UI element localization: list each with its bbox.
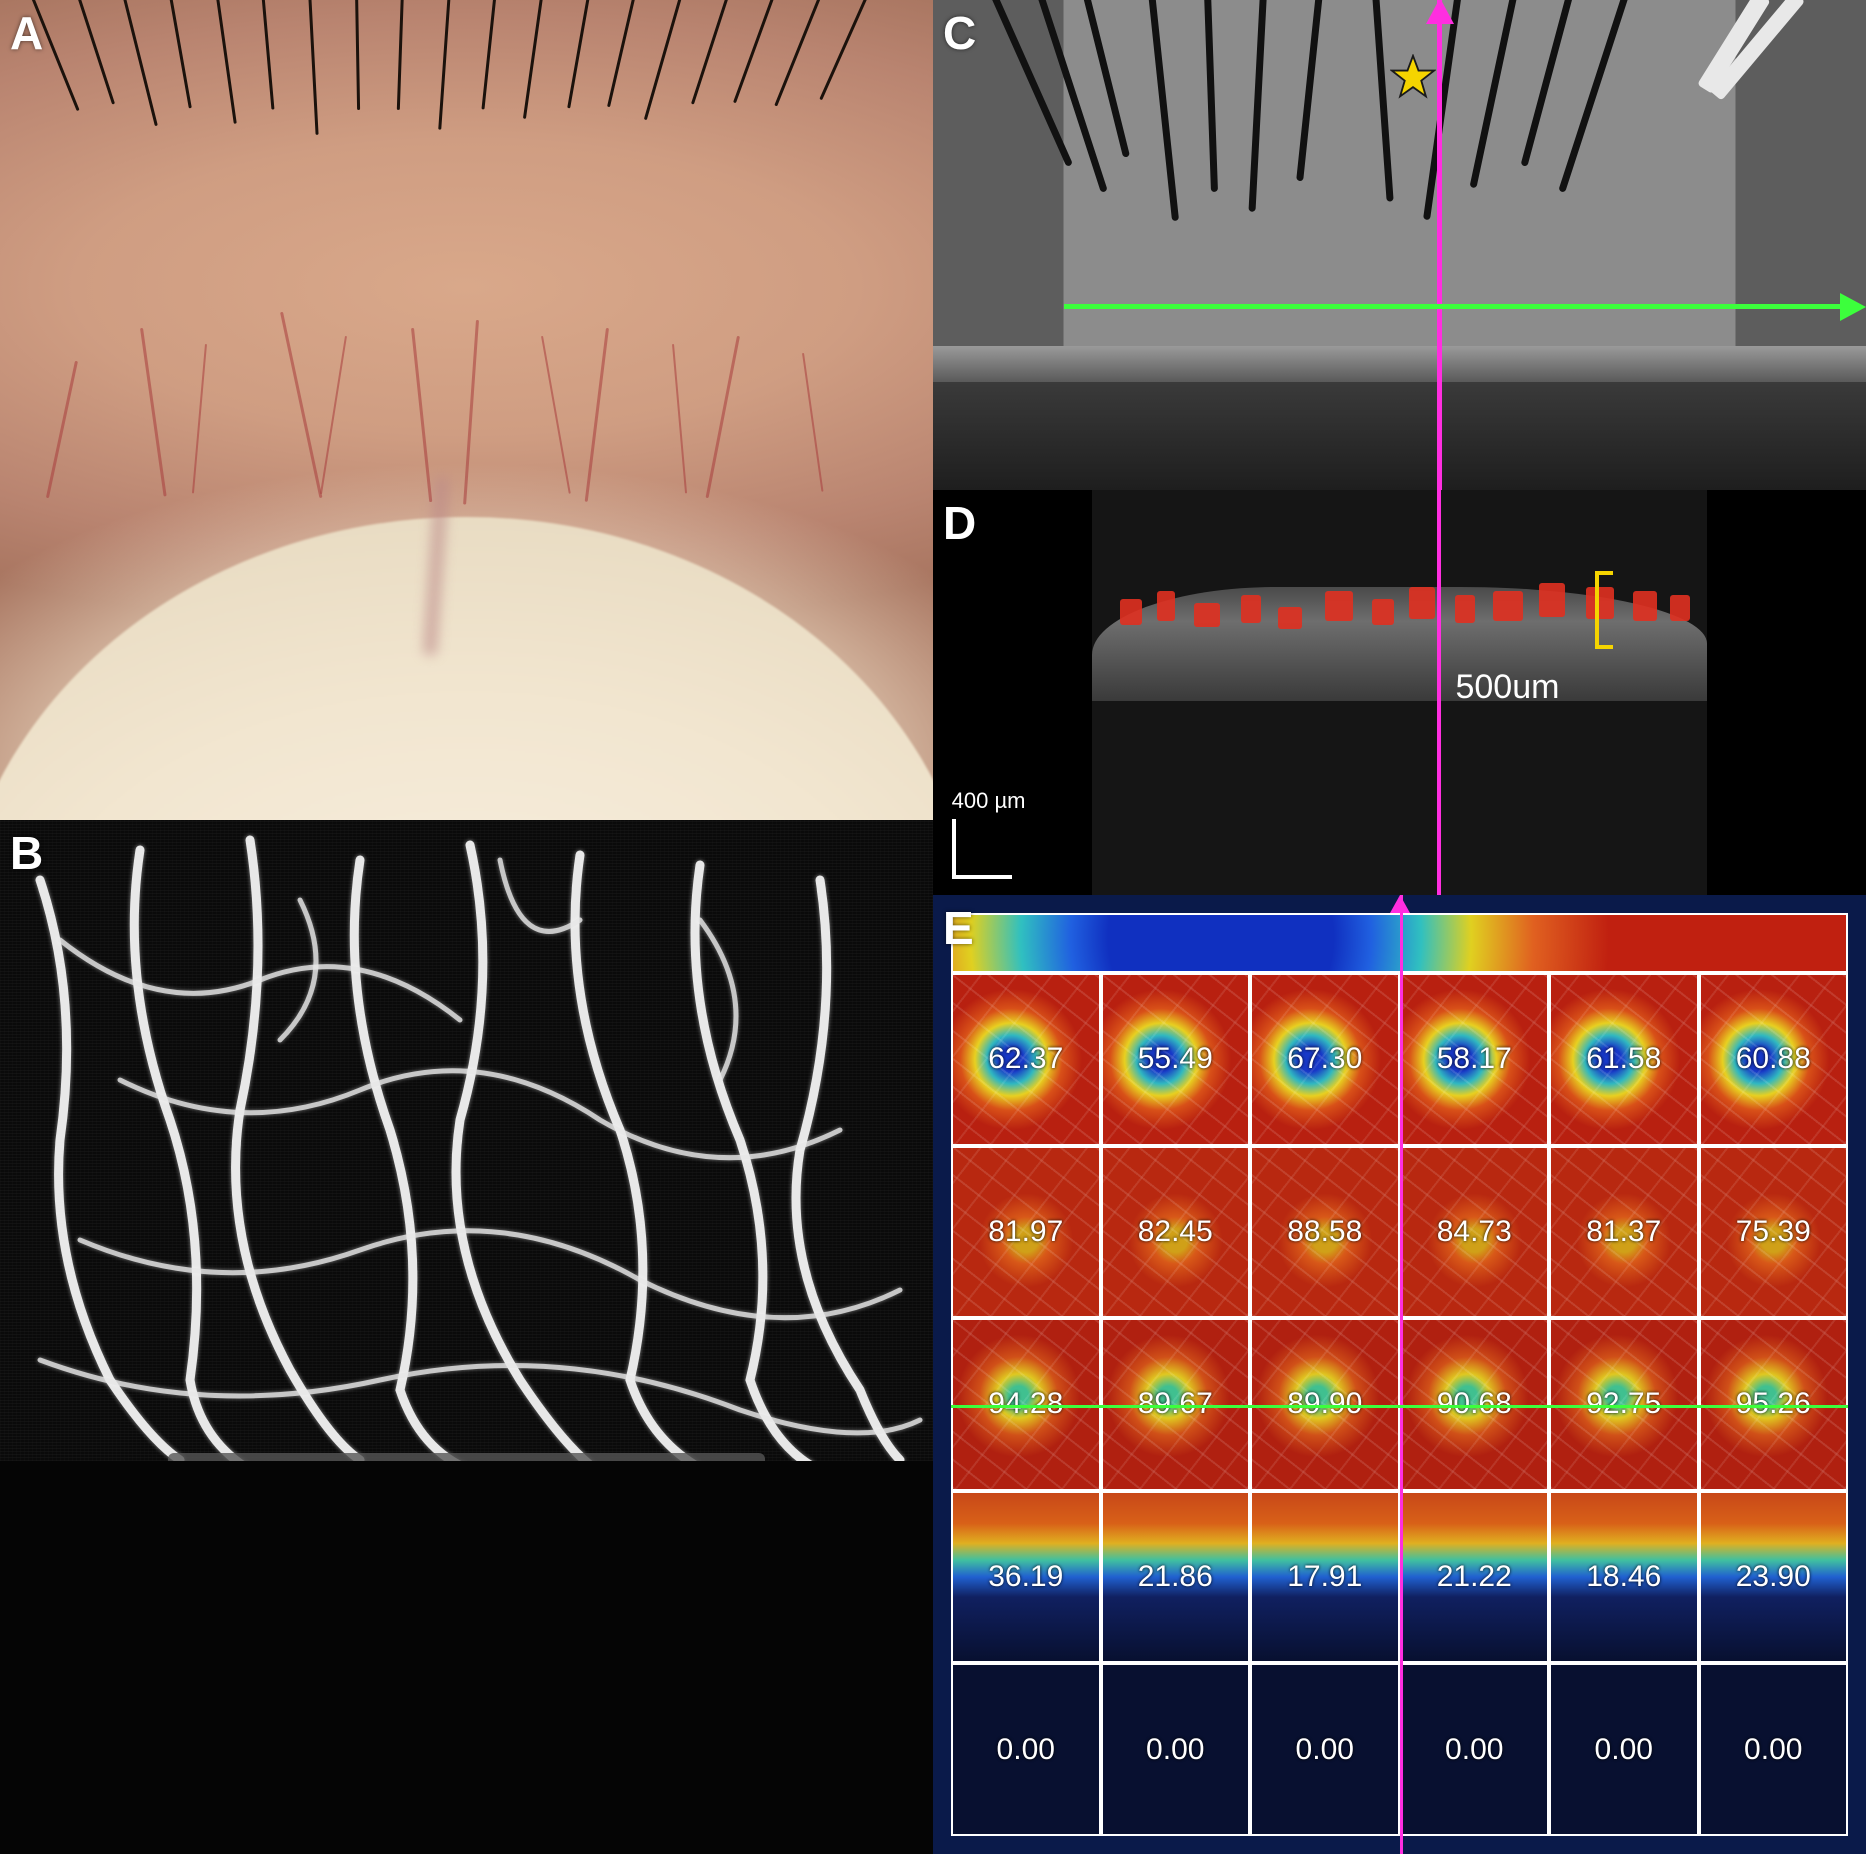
grid-value: 60.88 (1736, 1042, 1811, 1076)
grid-cell: 0.00 (1250, 1663, 1400, 1836)
lower-dark-region (0, 1461, 933, 1854)
scale-label: 400 µm (952, 788, 1026, 814)
grid-value: 62.37 (988, 1042, 1063, 1076)
grid-value: 0.00 (1744, 1733, 1802, 1767)
grid-cell: 61.58 (1549, 973, 1699, 1146)
grid-cell: 0.00 (1549, 1663, 1699, 1836)
scale-bar (952, 819, 1012, 879)
grid-value: 0.00 (997, 1733, 1055, 1767)
grid-value: 61.58 (1586, 1042, 1661, 1076)
grid-cell: 0.00 (951, 1663, 1101, 1836)
grid-cell: 81.97 (951, 1146, 1101, 1319)
grid-cell: 55.49 (1101, 973, 1251, 1146)
crosshair-horizontal (951, 1405, 1848, 1408)
grid-value: 0.00 (1146, 1733, 1204, 1767)
lid-margin (933, 346, 1866, 382)
panel-b: B (0, 820, 933, 1854)
crosshair-vertical (1400, 895, 1403, 1854)
grid-value: 21.22 (1437, 1560, 1512, 1594)
grid-value: 81.37 (1586, 1215, 1661, 1249)
panel-a: A (0, 0, 933, 820)
panel-e-label: E (943, 901, 974, 955)
eyelashes (0, 0, 933, 160)
grid-value: 55.49 (1138, 1042, 1213, 1076)
measurement-label: 500um (1455, 668, 1559, 707)
bscan-tissue (1092, 587, 1708, 700)
panel-e: 62.37 55.49 67.30 58.17 61.58 60.88 81.97 82.45… (933, 895, 1866, 1854)
vertical-scan-arrow (1437, 0, 1442, 490)
grid-value: 36.19 (988, 1560, 1063, 1594)
grid-value: 82.45 (1138, 1215, 1213, 1249)
heatmap-wrap: 62.37 55.49 67.30 58.17 61.58 60.88 81.97 82.45… (951, 913, 1848, 1836)
horizontal-arrowhead (1840, 293, 1866, 321)
figure-container: A B (0, 0, 1866, 1854)
grid-cell: 36.19 (951, 1491, 1101, 1664)
grid-cell: 82.45 (1101, 1146, 1251, 1319)
panel-c-label: C (943, 6, 976, 60)
grid-cell: 17.91 (1250, 1491, 1400, 1664)
grid-cell: 60.88 (1699, 973, 1849, 1146)
grid-value: 21.86 (1138, 1560, 1213, 1594)
grid-value: 84.73 (1437, 1215, 1512, 1249)
lower-band (933, 382, 1866, 490)
grid-value: 88.58 (1287, 1215, 1362, 1249)
grid-cell: 58.17 (1400, 973, 1550, 1146)
horizontal-scan-arrow (1064, 304, 1848, 309)
grid-cell: 84.73 (1400, 1146, 1550, 1319)
grid-value: 75.39 (1736, 1215, 1811, 1249)
panel-c: C (933, 0, 1866, 490)
panel-a-label: A (10, 6, 43, 60)
grid-value: 0.00 (1595, 1733, 1653, 1767)
grid-value: 67.30 (1287, 1042, 1362, 1076)
grid-cell: 67.30 (1250, 973, 1400, 1146)
grid-cell: 81.37 (1549, 1146, 1699, 1319)
grid-value: 18.46 (1586, 1560, 1661, 1594)
grid-value: 58.17 (1437, 1042, 1512, 1076)
grid-cell: 62.37 (951, 973, 1101, 1146)
grid-value: 0.00 (1296, 1733, 1354, 1767)
panel-d: 500um 400 µm D (933, 490, 1866, 895)
grid-value: 23.90 (1736, 1560, 1811, 1594)
grid-value: 81.97 (988, 1215, 1063, 1249)
grid-cell: 0.00 (1699, 1663, 1849, 1836)
grid-value: 17.91 (1287, 1560, 1362, 1594)
panel-d-label: D (943, 496, 976, 550)
star-icon (1390, 54, 1436, 100)
grid-cell: 0.00 (1400, 1663, 1550, 1836)
grid-cell: 75.39 (1699, 1146, 1849, 1319)
grid-value: 0.00 (1445, 1733, 1503, 1767)
grid-cell: 21.22 (1400, 1491, 1550, 1664)
panel-b-label: B (10, 826, 43, 880)
grid-cell: 21.86 (1101, 1491, 1251, 1664)
grid-cell: 18.46 (1549, 1491, 1699, 1664)
grid-cell: 0.00 (1101, 1663, 1251, 1836)
grid-cell: 88.58 (1250, 1146, 1400, 1319)
grid-cell: 23.90 (1699, 1491, 1849, 1664)
crosshair-v-arrowhead (1390, 895, 1410, 913)
depth-bracket (1595, 571, 1613, 649)
vertical-scan-line (1437, 490, 1441, 895)
vertical-arrowhead (1426, 0, 1454, 24)
